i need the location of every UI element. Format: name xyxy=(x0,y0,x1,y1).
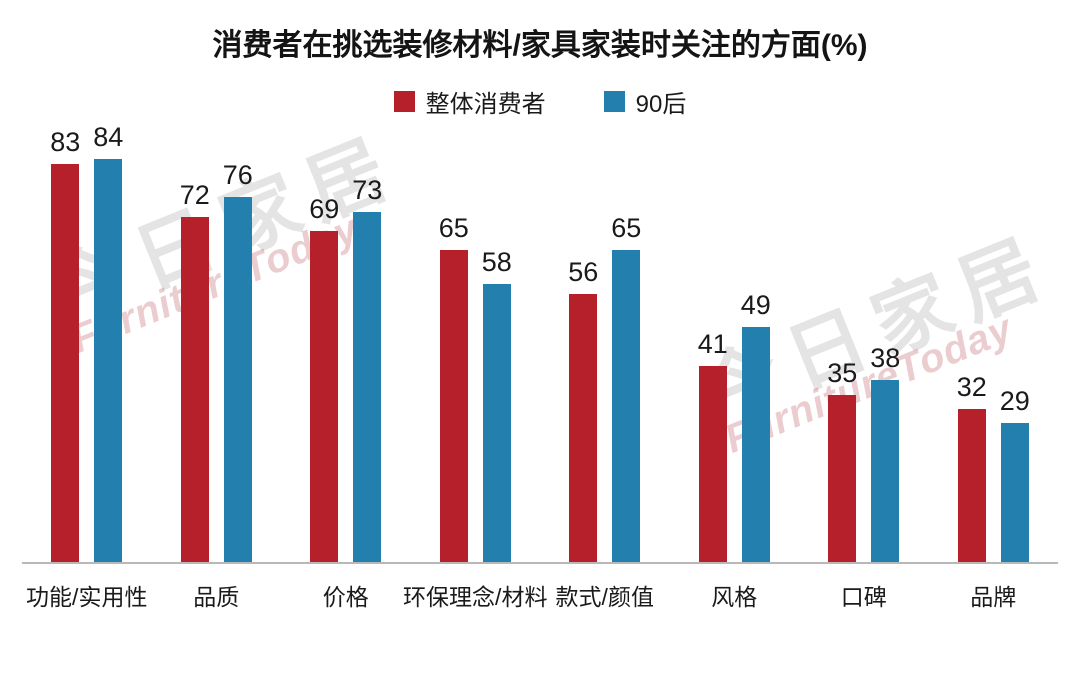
legend-swatch-icon-blue xyxy=(603,91,625,112)
legend-swatch-icon-red xyxy=(393,91,415,112)
bar-rect[interactable] xyxy=(439,250,468,563)
category-label: 功能/实用性 xyxy=(26,584,148,610)
category-label: 风格 xyxy=(711,584,758,610)
chart-title: 消费者在挑选装修材料/家具家装时关注的方面(%) xyxy=(212,29,868,62)
bar-group: 56 65 xyxy=(22,130,1058,563)
bar-value-label: 69 xyxy=(309,194,340,225)
bar-group: 69 73 xyxy=(22,130,1058,563)
bar-rect[interactable] xyxy=(1000,423,1029,563)
bar-group: 83 84 xyxy=(22,123,1058,563)
bar-rect[interactable] xyxy=(957,409,986,563)
bar-value-label: 29 xyxy=(999,386,1030,417)
bar-rect[interactable] xyxy=(698,365,727,563)
bar-post-90s[interactable]: 65 xyxy=(611,130,642,563)
bar-value-label: 84 xyxy=(93,121,124,152)
x-axis-line xyxy=(22,562,1058,564)
bar-overall-consumers[interactable]: 83 xyxy=(50,126,81,563)
bar-overall-consumers[interactable]: 35 xyxy=(827,130,858,563)
bar-post-90s[interactable]: 73 xyxy=(352,130,383,563)
legend-label-post-90s: 90后 xyxy=(635,91,687,118)
bar-value-label: 38 xyxy=(870,343,901,374)
bar-value-label: 83 xyxy=(50,126,81,157)
bar-rect[interactable] xyxy=(223,197,252,563)
bar-overall-consumers[interactable]: 56 xyxy=(568,130,599,563)
bar-overall-consumers[interactable]: 41 xyxy=(697,130,728,563)
bar-rect[interactable] xyxy=(612,250,641,563)
bar-group: 32 29 xyxy=(22,130,1058,563)
bar-group: 41 49 xyxy=(22,130,1058,563)
bar-rect[interactable] xyxy=(310,231,339,563)
category-label: 品牌 xyxy=(970,584,1017,610)
legend-label-overall-consumers: 整体消费者 xyxy=(425,91,546,118)
bar-rect[interactable] xyxy=(94,158,123,563)
bar-rect[interactable] xyxy=(871,380,900,563)
bar-group: 65 58 xyxy=(22,130,1058,563)
bar-post-90s[interactable]: 29 xyxy=(999,130,1030,563)
bar-value-label: 65 xyxy=(438,213,469,244)
bar-value-label: 35 xyxy=(827,357,858,388)
bar-rect[interactable] xyxy=(51,163,80,563)
bar-overall-consumers[interactable]: 69 xyxy=(309,130,340,563)
category-label: 款式/颜值 xyxy=(555,584,654,610)
bar-value-label: 56 xyxy=(568,256,599,287)
category-label: 环保理念/材料 xyxy=(403,584,548,610)
bar-post-90s[interactable]: 58 xyxy=(481,130,512,563)
bar-post-90s[interactable]: 38 xyxy=(870,130,901,563)
bar-value-label: 76 xyxy=(222,160,253,191)
bar-value-label: 73 xyxy=(352,174,383,205)
bar-overall-consumers[interactable]: 72 xyxy=(179,130,210,563)
bar-rect[interactable] xyxy=(569,293,598,563)
bar-value-label: 41 xyxy=(697,328,728,359)
bar-value-label: 65 xyxy=(611,213,642,244)
bar-rect[interactable] xyxy=(828,394,857,563)
category-label: 品质 xyxy=(193,584,240,610)
bar-post-90s[interactable]: 84 xyxy=(93,123,123,563)
bar-value-label: 32 xyxy=(956,372,987,403)
bar-group: 72 76 xyxy=(22,130,1058,563)
category-label: 价格 xyxy=(322,584,369,610)
bar-value-label: 72 xyxy=(179,179,210,210)
x-axis-category-labels: 功能/实用性 品质 价格 环保理念/材料 款式/颜值 风格 口碑 品牌 xyxy=(22,578,1058,620)
category-label: 口碑 xyxy=(840,584,887,610)
bar-post-90s[interactable]: 76 xyxy=(222,130,253,563)
bar-value-label: 58 xyxy=(481,246,512,277)
bar-group: 35 38 xyxy=(22,130,1058,563)
plot-area: 83 84 72 76 69 73 65 58 56 65 41 49 35 38 32 29 xyxy=(22,123,1058,563)
bar-rect[interactable] xyxy=(353,211,382,563)
bar-value-label: 49 xyxy=(740,290,771,321)
bar-rect[interactable] xyxy=(482,283,511,563)
bar-rect[interactable] xyxy=(741,327,770,563)
chart-legend: 整体消费者 90后 xyxy=(0,84,1080,119)
bar-overall-consumers[interactable]: 32 xyxy=(956,130,987,563)
bar-overall-consumers[interactable]: 65 xyxy=(438,130,469,563)
legend-item-overall-consumers: 整体消费者 xyxy=(393,84,546,119)
bar-post-90s[interactable]: 49 xyxy=(740,130,771,563)
legend-item-post-90s: 90后 xyxy=(603,84,687,119)
bar-rect[interactable] xyxy=(180,216,209,563)
